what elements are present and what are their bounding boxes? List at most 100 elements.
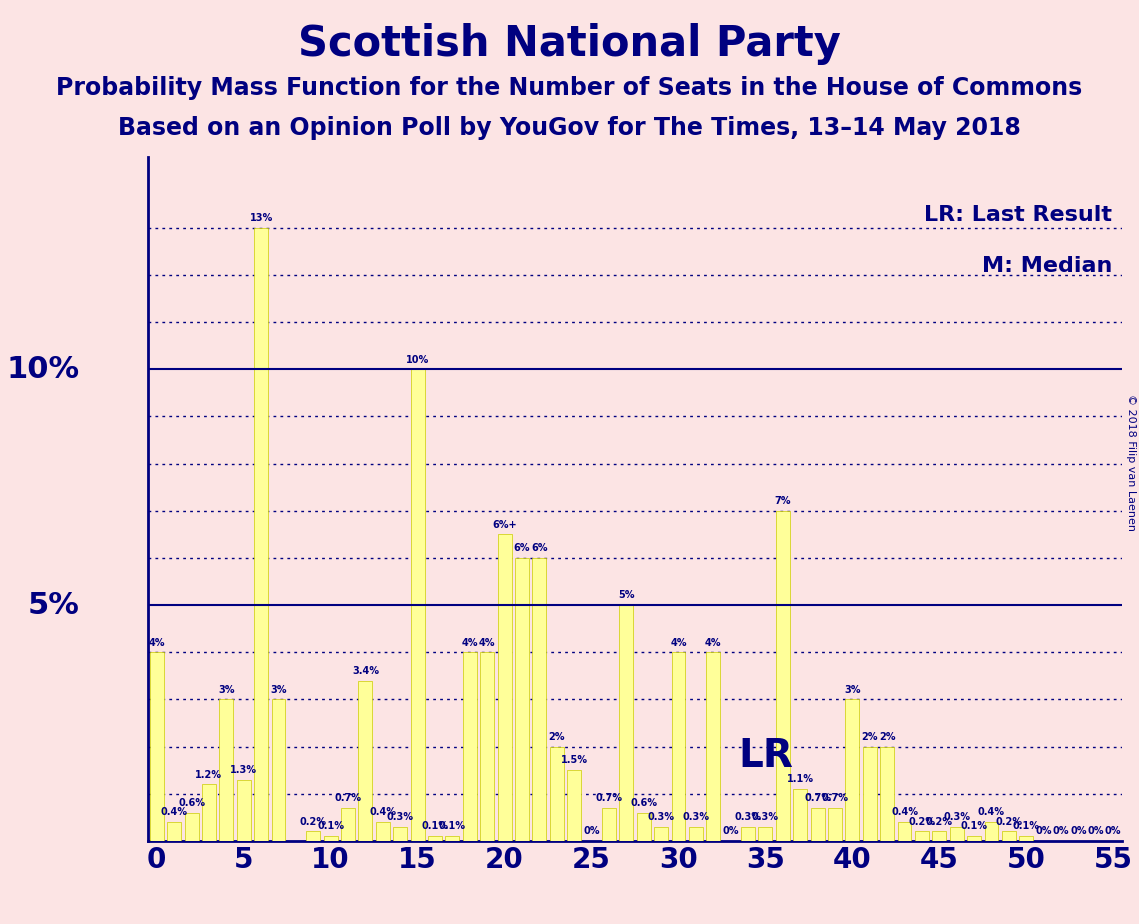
Bar <box>202 784 216 841</box>
Text: 4%: 4% <box>705 638 721 648</box>
Bar <box>237 780 251 841</box>
Text: 0.2%: 0.2% <box>909 817 935 827</box>
Text: 1.3%: 1.3% <box>230 765 257 775</box>
Text: 0.1%: 0.1% <box>317 821 344 832</box>
Bar <box>445 836 459 841</box>
Bar <box>462 652 477 841</box>
Text: 7%: 7% <box>775 496 792 506</box>
Bar <box>637 812 650 841</box>
Bar <box>271 699 286 841</box>
Bar <box>776 511 789 841</box>
Bar <box>828 808 842 841</box>
Bar <box>601 808 616 841</box>
Bar <box>880 747 894 841</box>
Text: 3%: 3% <box>218 685 235 695</box>
Text: 4%: 4% <box>461 638 478 648</box>
Text: 0%: 0% <box>583 826 600 836</box>
Bar <box>306 832 320 841</box>
Bar <box>359 680 372 841</box>
Text: 0.3%: 0.3% <box>648 812 674 822</box>
Text: 3%: 3% <box>270 685 287 695</box>
Bar <box>532 558 547 841</box>
Bar <box>323 836 337 841</box>
Bar <box>689 827 703 841</box>
Bar <box>550 747 564 841</box>
Bar <box>393 827 407 841</box>
Bar <box>672 652 686 841</box>
Bar <box>915 832 929 841</box>
Text: 4%: 4% <box>148 638 165 648</box>
Bar <box>341 808 355 841</box>
Text: 0%: 0% <box>1071 826 1087 836</box>
Text: 3.4%: 3.4% <box>352 666 379 675</box>
Text: 0.3%: 0.3% <box>387 812 413 822</box>
Bar <box>967 836 981 841</box>
Text: 0%: 0% <box>1052 826 1070 836</box>
Bar <box>167 822 181 841</box>
Text: 0.4%: 0.4% <box>161 808 188 817</box>
Text: 2%: 2% <box>879 732 895 742</box>
Bar <box>185 812 198 841</box>
Text: 0%: 0% <box>722 826 739 836</box>
Bar <box>654 827 669 841</box>
Bar <box>567 770 581 841</box>
Text: Probability Mass Function for the Number of Seats in the House of Commons: Probability Mass Function for the Number… <box>56 76 1083 100</box>
Text: © 2018 Filip van Laenen: © 2018 Filip van Laenen <box>1126 394 1136 530</box>
Text: 0.7%: 0.7% <box>596 793 622 803</box>
Text: 0.7%: 0.7% <box>821 793 849 803</box>
Text: 3%: 3% <box>844 685 861 695</box>
Bar <box>498 534 511 841</box>
Text: 4%: 4% <box>478 638 495 648</box>
Bar <box>411 370 425 841</box>
Text: 0.4%: 0.4% <box>978 808 1005 817</box>
Text: M: Median: M: Median <box>982 256 1112 276</box>
Text: 0%: 0% <box>1105 826 1122 836</box>
Text: 6%: 6% <box>531 543 548 553</box>
Text: 0.6%: 0.6% <box>630 797 657 808</box>
Text: 0.1%: 0.1% <box>960 821 988 832</box>
Text: 6%: 6% <box>514 543 531 553</box>
Bar <box>845 699 859 841</box>
Text: 0.3%: 0.3% <box>752 812 779 822</box>
Bar <box>481 652 494 841</box>
Text: 2%: 2% <box>549 732 565 742</box>
Bar <box>706 652 720 841</box>
Text: 1.5%: 1.5% <box>560 756 588 765</box>
Text: Based on an Opinion Poll by YouGov for The Times, 13–14 May 2018: Based on an Opinion Poll by YouGov for T… <box>118 116 1021 140</box>
Bar <box>933 832 947 841</box>
Text: LR: LR <box>738 737 793 775</box>
Text: 6%+: 6%+ <box>492 519 517 529</box>
Text: 0.1%: 0.1% <box>1013 821 1040 832</box>
Text: Scottish National Party: Scottish National Party <box>298 23 841 65</box>
Text: 0%: 0% <box>1035 826 1052 836</box>
Text: 0.6%: 0.6% <box>178 797 205 808</box>
Text: 5%: 5% <box>618 590 634 601</box>
Text: 0.3%: 0.3% <box>943 812 970 822</box>
Text: 0.1%: 0.1% <box>421 821 449 832</box>
Bar <box>620 605 633 841</box>
Bar <box>220 699 233 841</box>
Text: 5%: 5% <box>28 590 80 620</box>
Bar <box>793 789 808 841</box>
Text: 0.2%: 0.2% <box>300 817 327 827</box>
Bar <box>515 558 528 841</box>
Text: 0.1%: 0.1% <box>439 821 466 832</box>
Text: 0.4%: 0.4% <box>369 808 396 817</box>
Bar <box>254 228 268 841</box>
Bar <box>984 822 999 841</box>
Bar <box>898 822 911 841</box>
Text: 0.7%: 0.7% <box>804 793 831 803</box>
Text: 0.2%: 0.2% <box>926 817 953 827</box>
Text: 0.3%: 0.3% <box>735 812 762 822</box>
Bar <box>150 652 164 841</box>
Bar <box>863 747 877 841</box>
Text: 0.3%: 0.3% <box>682 812 710 822</box>
Text: 4%: 4% <box>670 638 687 648</box>
Text: 1.2%: 1.2% <box>196 770 222 780</box>
Text: 0.7%: 0.7% <box>335 793 361 803</box>
Text: 13%: 13% <box>249 213 272 223</box>
Text: LR: Last Result: LR: Last Result <box>924 205 1112 225</box>
Text: 2%: 2% <box>861 732 878 742</box>
Bar <box>376 822 390 841</box>
Bar <box>811 808 825 841</box>
